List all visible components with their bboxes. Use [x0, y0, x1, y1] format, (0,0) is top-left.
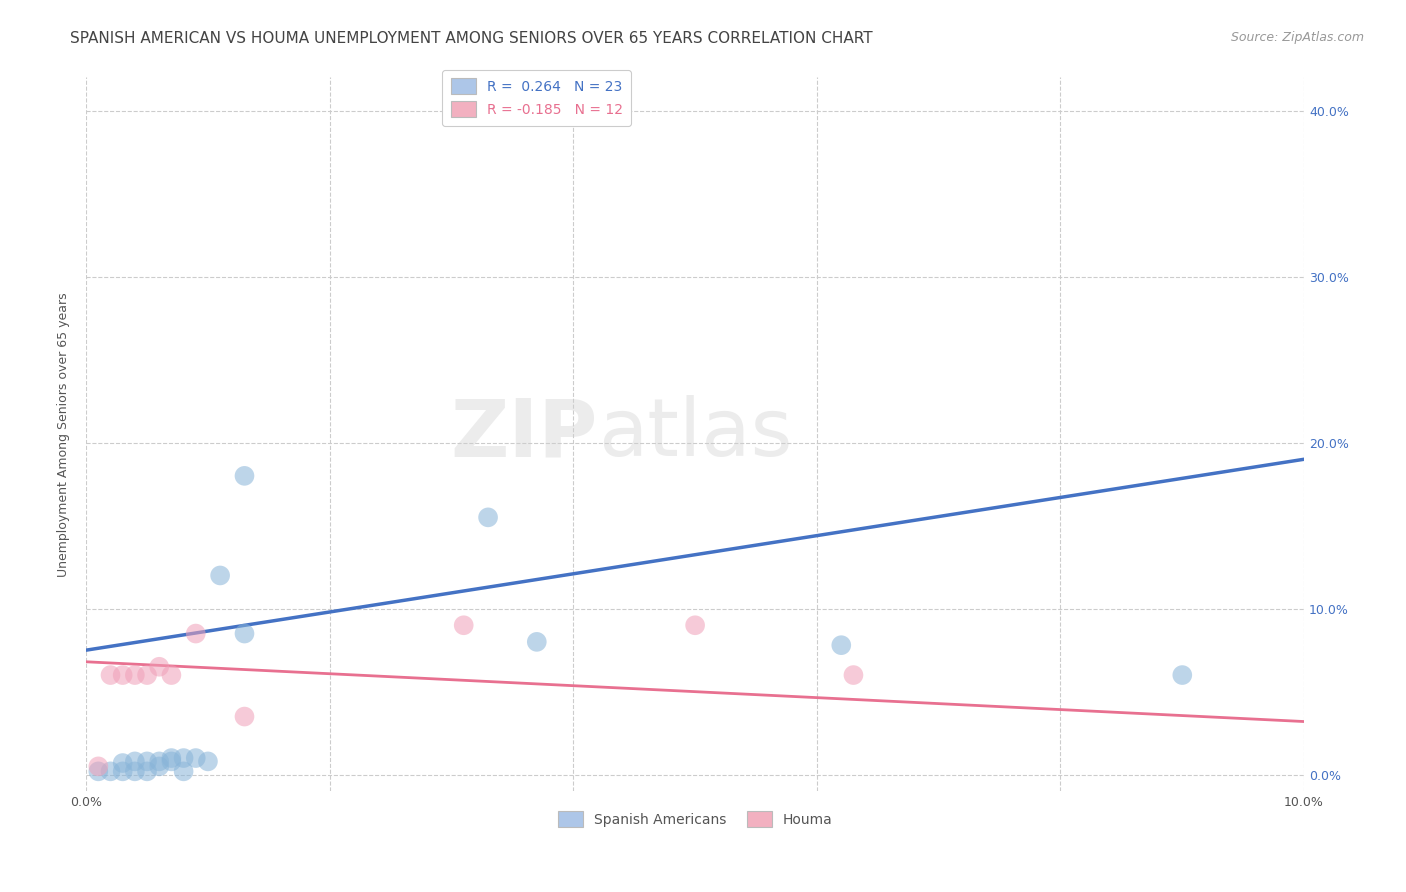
Point — [842, 668, 865, 682]
Text: atlas: atlas — [598, 395, 792, 474]
Point — [683, 618, 706, 632]
Point — [184, 751, 207, 765]
Text: SPANISH AMERICAN VS HOUMA UNEMPLOYMENT AMONG SENIORS OVER 65 YEARS CORRELATION C: SPANISH AMERICAN VS HOUMA UNEMPLOYMENT A… — [70, 31, 873, 46]
Point — [160, 751, 183, 765]
Point — [111, 756, 134, 770]
Point — [136, 755, 159, 769]
Point — [233, 468, 256, 483]
Text: ZIP: ZIP — [450, 395, 598, 474]
Point — [148, 659, 170, 673]
Point — [830, 638, 852, 652]
Point — [173, 764, 195, 779]
Point — [160, 755, 183, 769]
Point — [1171, 668, 1194, 682]
Point — [453, 618, 475, 632]
Point — [173, 751, 195, 765]
Point — [100, 764, 122, 779]
Point — [477, 510, 499, 524]
Point — [148, 755, 170, 769]
Point — [124, 668, 146, 682]
Point — [100, 668, 122, 682]
Point — [124, 755, 146, 769]
Y-axis label: Unemployment Among Seniors over 65 years: Unemployment Among Seniors over 65 years — [58, 292, 70, 576]
Point — [136, 764, 159, 779]
Point — [160, 668, 183, 682]
Point — [124, 764, 146, 779]
Point — [148, 759, 170, 773]
Point — [111, 764, 134, 779]
Point — [233, 626, 256, 640]
Point — [87, 764, 110, 779]
Point — [87, 759, 110, 773]
Text: Source: ZipAtlas.com: Source: ZipAtlas.com — [1230, 31, 1364, 45]
Legend: Spanish Americans, Houma: Spanish Americans, Houma — [551, 805, 839, 834]
Point — [209, 568, 232, 582]
Point — [526, 635, 548, 649]
Point — [197, 755, 219, 769]
Point — [233, 709, 256, 723]
Point — [111, 668, 134, 682]
Point — [184, 626, 207, 640]
Point — [136, 668, 159, 682]
